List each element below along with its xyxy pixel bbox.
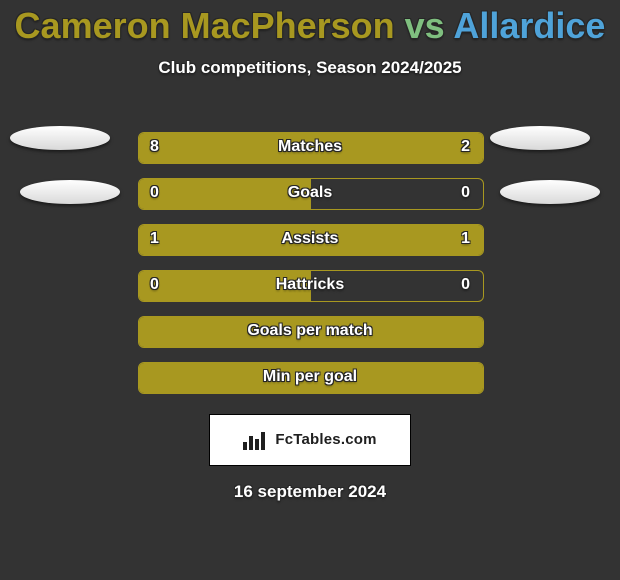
stat-fill-left [139,271,311,301]
stat-value-left: 0 [150,178,159,208]
stat-bar [138,224,484,256]
stat-value-right: 0 [461,270,470,300]
stat-row: Assists11 [0,218,620,264]
title-player2: Allardice [453,5,605,46]
footer-brand-text: FcTables.com [275,431,376,448]
stat-bar [138,270,484,302]
stat-rows: Matches82Goals00Assists11Hattricks00Goal… [0,126,620,402]
stat-fill-right [414,133,483,163]
bars-icon [243,430,269,450]
stat-fill-left [139,363,483,393]
stat-value-right: 2 [461,132,470,162]
stat-fill-right [311,225,483,255]
stat-value-left: 1 [150,224,159,254]
decorative-ellipse [490,126,590,150]
page-title: Cameron MacPherson vs Allardice [0,0,620,46]
stat-value-right: 0 [461,178,470,208]
stat-value-right: 1 [461,224,470,254]
stat-fill-left [139,133,414,163]
stat-value-left: 8 [150,132,159,162]
stat-fill-left [139,317,483,347]
stat-value-left: 0 [150,270,159,300]
stat-bar [138,178,484,210]
stat-fill-left [139,225,311,255]
decorative-ellipse [10,126,110,150]
decorative-ellipse [500,180,600,204]
stat-bar [138,316,484,348]
footer-branding: FcTables.com [209,414,411,466]
stat-bar [138,132,484,164]
title-player1: Cameron MacPherson [15,5,395,46]
stat-fill-left [139,179,311,209]
title-vs: vs [395,5,454,46]
stat-row: Hattricks00 [0,264,620,310]
stat-row: Min per goal [0,356,620,402]
date-text: 16 september 2024 [0,482,620,502]
decorative-ellipse [20,180,120,204]
stat-row: Goals per match [0,310,620,356]
subtitle: Club competitions, Season 2024/2025 [0,58,620,78]
stat-bar [138,362,484,394]
